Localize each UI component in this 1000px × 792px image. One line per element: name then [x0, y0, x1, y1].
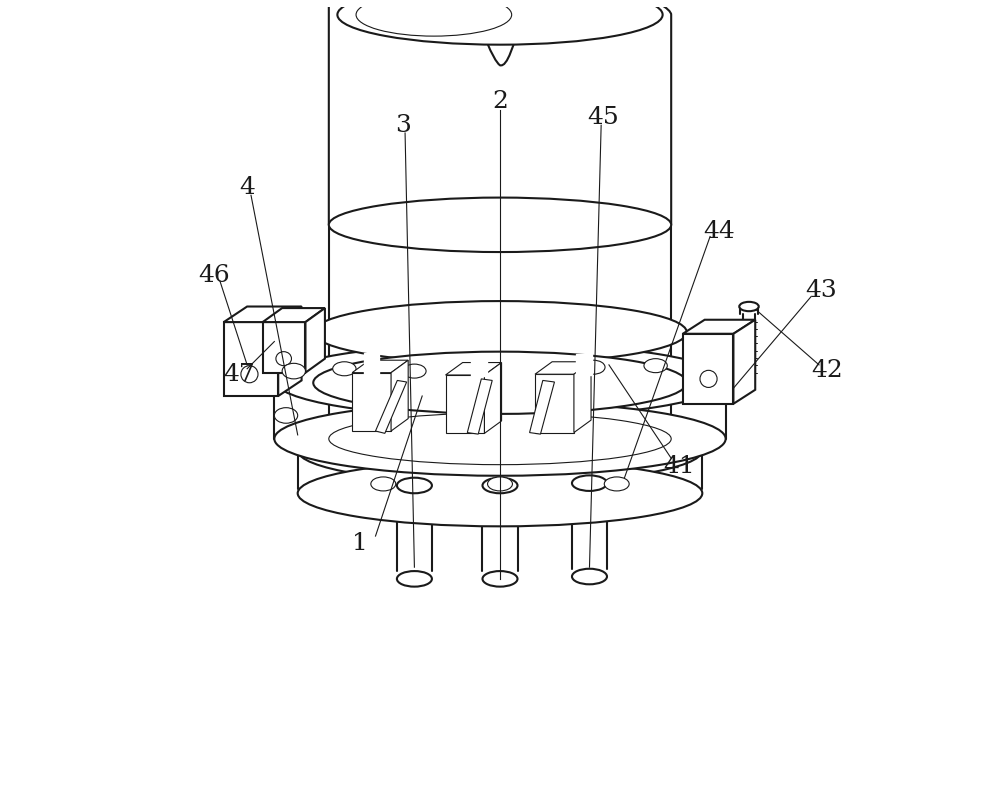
- Ellipse shape: [282, 364, 305, 379]
- Ellipse shape: [329, 197, 671, 252]
- Polygon shape: [352, 373, 391, 431]
- Text: 2: 2: [492, 90, 508, 113]
- Polygon shape: [535, 374, 574, 432]
- Ellipse shape: [371, 477, 396, 491]
- Polygon shape: [263, 308, 325, 322]
- Polygon shape: [376, 380, 407, 433]
- Polygon shape: [224, 307, 302, 322]
- Text: 1: 1: [352, 532, 368, 555]
- Polygon shape: [683, 320, 755, 333]
- Ellipse shape: [397, 478, 432, 493]
- Ellipse shape: [403, 364, 426, 378]
- Text: 41: 41: [663, 455, 695, 478]
- Polygon shape: [530, 380, 554, 434]
- Ellipse shape: [276, 352, 291, 366]
- Ellipse shape: [482, 478, 518, 493]
- Ellipse shape: [313, 301, 687, 364]
- Ellipse shape: [274, 402, 726, 476]
- Polygon shape: [305, 308, 325, 373]
- Ellipse shape: [644, 359, 667, 373]
- Text: 43: 43: [805, 279, 837, 302]
- Ellipse shape: [488, 477, 512, 491]
- Polygon shape: [535, 362, 591, 374]
- Ellipse shape: [572, 475, 607, 491]
- Ellipse shape: [572, 569, 607, 584]
- Polygon shape: [224, 322, 278, 396]
- Ellipse shape: [700, 371, 717, 387]
- Ellipse shape: [397, 571, 432, 587]
- Ellipse shape: [298, 417, 702, 484]
- Polygon shape: [278, 307, 302, 396]
- Ellipse shape: [582, 360, 605, 374]
- Ellipse shape: [274, 408, 298, 423]
- Ellipse shape: [274, 344, 726, 417]
- Polygon shape: [484, 363, 502, 433]
- Ellipse shape: [739, 302, 759, 311]
- Ellipse shape: [337, 0, 663, 44]
- Ellipse shape: [313, 352, 687, 414]
- PathPatch shape: [329, 0, 671, 225]
- Polygon shape: [446, 375, 484, 433]
- Text: 45: 45: [587, 106, 619, 129]
- Ellipse shape: [241, 366, 258, 383]
- Text: 44: 44: [704, 219, 735, 242]
- Polygon shape: [352, 360, 408, 373]
- Polygon shape: [574, 362, 591, 432]
- Text: 3: 3: [395, 114, 411, 137]
- Ellipse shape: [333, 362, 356, 375]
- Polygon shape: [467, 379, 492, 434]
- Polygon shape: [576, 354, 592, 375]
- Polygon shape: [446, 363, 502, 375]
- Text: 4: 4: [239, 176, 255, 199]
- Polygon shape: [263, 322, 305, 373]
- Ellipse shape: [298, 460, 702, 527]
- Polygon shape: [733, 320, 755, 404]
- Ellipse shape: [604, 477, 629, 491]
- Ellipse shape: [329, 416, 671, 470]
- Polygon shape: [364, 353, 379, 374]
- Polygon shape: [683, 333, 733, 404]
- Text: 42: 42: [811, 359, 843, 382]
- Text: 47: 47: [223, 364, 255, 386]
- Text: 46: 46: [199, 264, 230, 287]
- Polygon shape: [391, 360, 408, 431]
- Ellipse shape: [482, 571, 518, 587]
- Polygon shape: [471, 355, 487, 375]
